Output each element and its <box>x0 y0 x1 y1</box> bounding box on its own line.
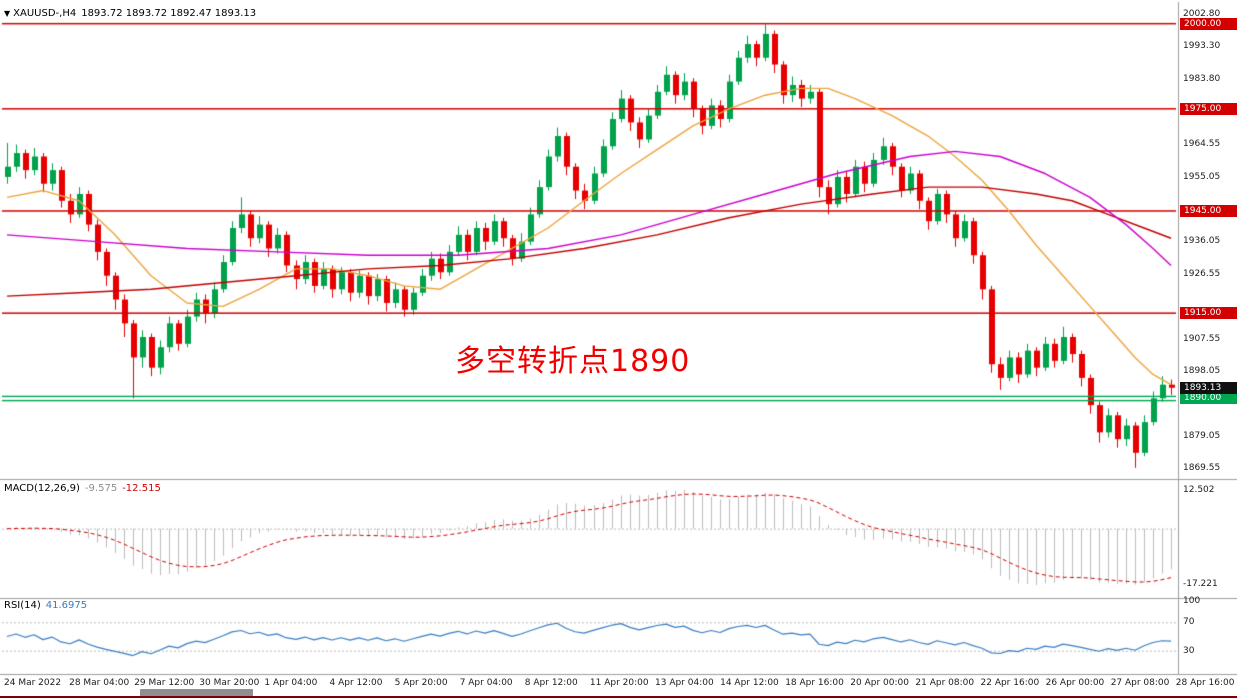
time-axis-label: 24 Mar 2022 <box>4 678 62 688</box>
price-axis-label: 1955.05 <box>1183 171 1221 182</box>
time-axis-label: 4 Apr 12:00 <box>329 678 383 688</box>
time-axis-label: 11 Apr 20:00 <box>589 678 649 688</box>
time-axis-label: 7 Apr 04:00 <box>459 678 513 688</box>
window-border-bottom <box>0 696 1237 698</box>
time-axis-label: 26 Apr 00:00 <box>1045 678 1105 688</box>
time-axis-label: 13 Apr 04:00 <box>655 678 714 688</box>
price-axis-label: 1898.05 <box>1183 365 1221 376</box>
price-axis-label: 2002.80 <box>1183 9 1221 20</box>
symbol-timeframe-label: XAUUSD-,H4 <box>13 8 77 19</box>
price-axis-label: 1993.30 <box>1183 41 1221 52</box>
price-line-badge: 2000.00 <box>1180 17 1237 30</box>
time-axis-label: 20 Apr 00:00 <box>850 678 909 688</box>
time-axis-label: 29 Mar 12:00 <box>134 678 195 688</box>
price-axis-label: 1964.55 <box>1183 139 1221 150</box>
time-axis-label: 30 Mar 20:00 <box>199 678 260 688</box>
horizontal-scrollbar-thumb[interactable] <box>140 689 253 697</box>
time-axis-label: 21 Apr 08:00 <box>915 678 975 688</box>
price-axis-label: 1879.05 <box>1183 430 1221 441</box>
time-axis-label: 22 Apr 16:00 <box>980 678 1040 688</box>
price-axis-label: 1926.55 <box>1183 268 1221 279</box>
time-axis-label: 18 Apr 16:00 <box>785 678 844 688</box>
time-axis-label: 1 Apr 04:00 <box>264 678 318 688</box>
rsi-label: RSI(14) 41.6975 <box>4 600 92 611</box>
price-axis-label: 1907.55 <box>1183 333 1221 344</box>
price-line-badge: 1975.00 <box>1180 102 1237 115</box>
time-axis-label: 5 Apr 20:00 <box>394 678 448 688</box>
price-line-badge: 1915.00 <box>1180 307 1237 320</box>
time-axis-label: 14 Apr 12:00 <box>720 678 779 688</box>
macd-label: MACD(12,26,9) -9.575 -12.515 <box>4 483 166 494</box>
rsi-scale-value: 70 <box>1183 617 1195 628</box>
macd-main-value: -9.575 <box>84 483 118 494</box>
time-axis-label: 28 Mar 04:00 <box>69 678 130 688</box>
rsi-value: 41.6975 <box>45 600 88 611</box>
collapse-arrow-icon[interactable]: ▼ <box>4 9 11 18</box>
price-line-badge: 1945.00 <box>1180 204 1237 217</box>
current-price-badge: 1893.13 <box>1180 381 1237 394</box>
macd-scale-max: 12.502 <box>1183 485 1215 495</box>
ohlc-readout: 1893.72 1893.72 1892.47 1893.13 <box>81 8 257 19</box>
annotation-text[interactable]: 多空转折点1890 <box>455 344 691 379</box>
time-axis-label: 28 Apr 16:00 <box>1175 678 1235 688</box>
rsi-scale-value: 100 <box>1183 596 1201 606</box>
price-axis-label: 1869.55 <box>1183 462 1221 473</box>
price-line-badge: 1890.00 <box>1180 392 1237 405</box>
price-axis-label: 1936.05 <box>1183 236 1221 247</box>
rsi-scale-value: 30 <box>1183 645 1195 656</box>
macd-scale-min: -17.221 <box>1183 579 1218 589</box>
time-axis-label: 8 Apr 12:00 <box>524 678 578 688</box>
time-axis-label: 27 Apr 08:00 <box>1110 678 1170 688</box>
macd-signal-value: -12.515 <box>122 483 161 494</box>
price-axis-label: 1983.80 <box>1183 73 1221 84</box>
macd-indicator-name: MACD(12,26,9) <box>4 483 80 494</box>
rsi-indicator-name: RSI(14) <box>4 600 41 611</box>
chart-header: ▼ XAUUSD-,H4 1893.72 1893.72 1892.47 1893.… <box>4 8 261 19</box>
